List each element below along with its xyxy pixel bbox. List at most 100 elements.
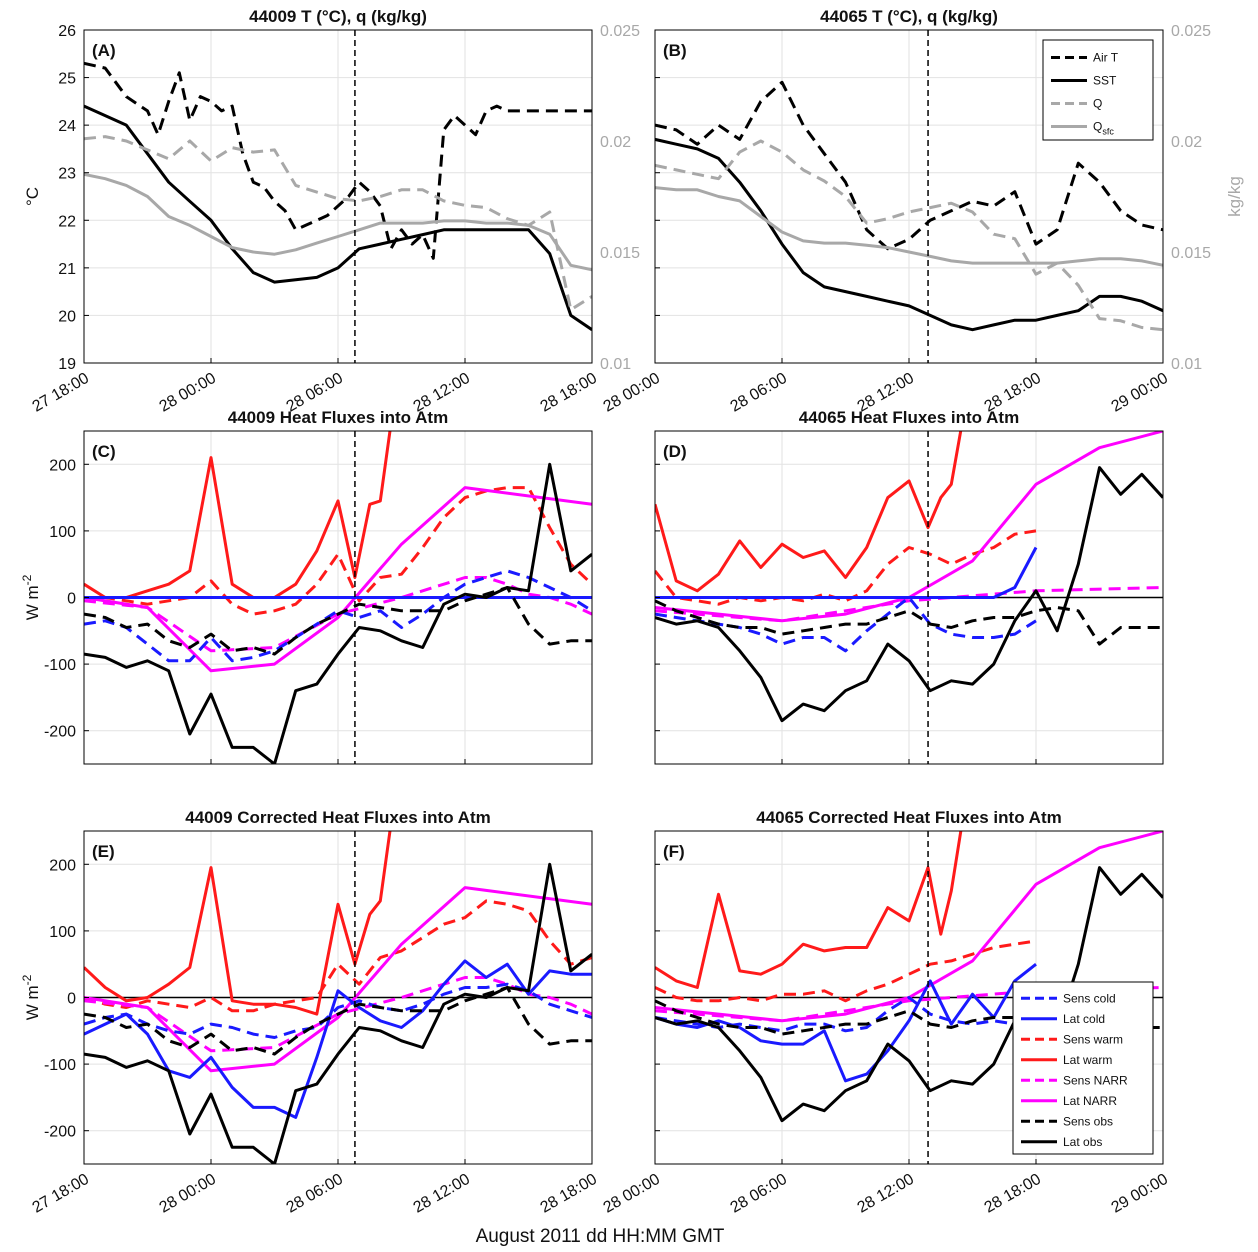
panel-title: 44065 T (°C), q (kg/kg) [820, 7, 998, 26]
y-tick-label: -200 [44, 1124, 76, 1141]
x-tick-label: 28 06:00 [284, 1171, 347, 1217]
panel-label: (E) [92, 842, 115, 861]
y-axis-label: W m-2 [20, 574, 42, 620]
series-line-1 [84, 104, 592, 331]
series-group [655, 831, 1163, 1123]
series-line-0 [84, 431, 392, 599]
panel-label: (F) [663, 842, 685, 861]
legend-entry-label: Sens cold [1063, 991, 1116, 1005]
right-y-tick-label: 0.02 [1171, 134, 1202, 151]
y-axis-label: °C [23, 187, 42, 206]
y-tick-label: -100 [44, 1057, 76, 1074]
series-line-0 [655, 831, 963, 989]
panel-label: (B) [663, 41, 687, 60]
legend: Sens cold Lat cold Sens warm Lat warm Sens N… [1012, 981, 1154, 1155]
legend-entry-label: Sens warm [1063, 1032, 1123, 1046]
series-group [84, 831, 592, 1164]
y-tick-label: 0 [67, 591, 76, 608]
legend-box [1042, 39, 1154, 141]
series-line-3 [84, 172, 592, 272]
panel-title: 44009 T (°C), q (kg/kg) [249, 7, 427, 26]
x-tick-label: 29 00:00 [1109, 1171, 1172, 1217]
y-tick-label: 100 [49, 924, 76, 941]
figure-x-axis-label: August 2011 dd HH:MM GMT [476, 1226, 725, 1247]
series-line-2 [655, 139, 1163, 332]
series-line-7 [84, 862, 592, 1164]
panel-label: (C) [92, 442, 116, 461]
series-line-1 [655, 529, 1037, 606]
series-line-2 [84, 886, 592, 1073]
y-tick-label: 26 [58, 23, 76, 40]
panel-title: 44009 Corrected Heat Fluxes into Atm [185, 808, 490, 827]
x-tick-label: 28 06:00 [728, 1171, 791, 1217]
legend-entry-label: Sens NARR [1063, 1073, 1128, 1087]
y-axis-label-sup: -2 [20, 974, 34, 985]
panel-title: 44009 Heat Fluxes into Atm [228, 408, 448, 427]
x-tick-label: 28 18:00 [982, 1171, 1045, 1217]
panel-b: 0.01 0.015 0.02 0.025 kg/kg 28 00:00 28 06:00 2… [601, 7, 1244, 416]
y-tick-label: 19 [58, 356, 76, 373]
series-group [655, 431, 1163, 723]
panel-f: 28 00:00 28 06:00 28 12:00 28 18:00 29 00:00… [601, 808, 1172, 1217]
panel-label: (D) [663, 442, 687, 461]
right-y-tick-label: 0.02 [600, 134, 631, 151]
x-tick-label: 28 00:00 [601, 1171, 664, 1217]
x-tick-label: 28 18:00 [538, 1171, 601, 1217]
series-line-7 [655, 466, 1163, 723]
panel-c: -200 -100 0 100 200 W m-2 44009 Heat Fluxes in… [20, 408, 593, 765]
series-line-3 [655, 586, 1163, 623]
series-line-5 [84, 982, 592, 1039]
panel-e: -200 -100 0 100 200 W m-2 27 18:00 28 00:00 28 0… [20, 808, 600, 1217]
legend-entry-label: Q [1093, 97, 1102, 111]
series-line-7 [84, 462, 592, 764]
series-line-1 [84, 899, 592, 1013]
y-tick-label: 0 [67, 991, 76, 1008]
y-axis-label-sup: -2 [20, 574, 34, 585]
series-line-4 [655, 963, 1037, 1083]
right-y-tick-label: 0.015 [600, 245, 640, 262]
series-line-3 [655, 186, 1163, 267]
panel-d: 44065 Heat Fluxes into Atm (D) [654, 408, 1164, 765]
y-axis-label: W m-2 [20, 974, 42, 1020]
y-tick-label: 20 [58, 308, 76, 325]
series-line-0 [655, 431, 963, 593]
series-line-0 [655, 80, 1163, 251]
series-line-1 [655, 939, 1037, 1003]
series-line-5 [84, 569, 592, 663]
x-tick-label: 28 00:00 [601, 370, 664, 416]
x-tick-label: 28 12:00 [411, 1171, 474, 1217]
y-tick-label: 100 [49, 524, 76, 541]
series-line-6 [655, 599, 1163, 646]
series-line-7 [655, 866, 1163, 1123]
y-tick-label: -200 [44, 724, 76, 741]
legend-entry-label: Sens obs [1063, 1114, 1113, 1128]
legend-entry-label: Lat NARR [1063, 1094, 1117, 1108]
y-tick-label: 22 [58, 213, 76, 230]
y-tick-label: 200 [49, 457, 76, 474]
legend-entry-sub: sfc [1102, 127, 1114, 137]
series-line-2 [84, 135, 592, 312]
series-group [84, 61, 592, 331]
legend-entry-label: Air T [1093, 51, 1119, 65]
y-tick-label: 25 [58, 71, 76, 88]
x-tick-label: 28 12:00 [855, 1171, 918, 1217]
y-tick-label: 21 [58, 261, 76, 278]
right-y-tick-label: 0.01 [600, 356, 631, 373]
x-tick-label: 27 18:00 [30, 1171, 93, 1217]
panel-title: 44065 Heat Fluxes into Atm [799, 408, 1019, 427]
panel-label: (A) [92, 41, 116, 60]
x-tick-label: 29 00:00 [1109, 370, 1172, 416]
right-y-axis-label: kg/kg [1225, 176, 1244, 217]
legend-entry-label: Lat obs [1063, 1135, 1102, 1149]
series-group [84, 431, 592, 764]
right-y-tick-label: 0.015 [1171, 245, 1211, 262]
x-tick-label: 28 18:00 [538, 370, 601, 416]
y-tick-label: 200 [49, 857, 76, 874]
legend-entry-label: Lat warm [1063, 1053, 1112, 1067]
series-line-1 [84, 486, 592, 616]
series-line-2 [84, 486, 592, 673]
x-tick-label: 28 00:00 [157, 1171, 220, 1217]
right-y-tick-label: 0.025 [1171, 23, 1211, 40]
